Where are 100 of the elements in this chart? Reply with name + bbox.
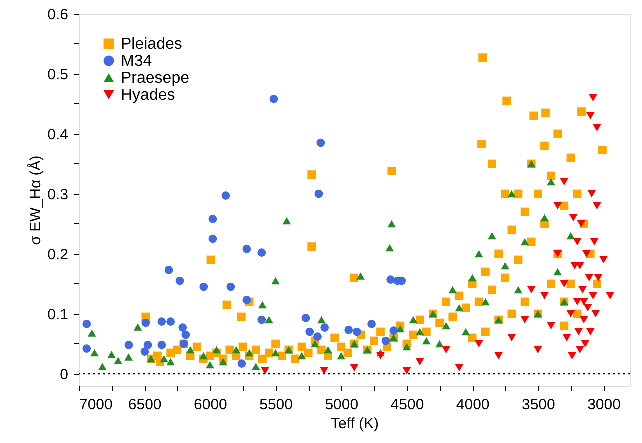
point xyxy=(158,341,166,350)
point xyxy=(606,292,615,300)
point xyxy=(577,220,586,228)
point xyxy=(386,276,396,284)
point xyxy=(382,336,390,346)
point xyxy=(238,360,246,368)
point xyxy=(261,367,270,375)
x-tick-label: 4000 xyxy=(456,396,490,414)
point xyxy=(554,202,562,210)
point xyxy=(592,310,600,318)
point xyxy=(576,346,584,354)
x-tick-label: 5000 xyxy=(325,396,359,414)
point xyxy=(540,292,549,300)
y-tick-label: 0.3 xyxy=(48,186,68,204)
point xyxy=(302,314,310,322)
point xyxy=(142,318,150,328)
x-tick-label: 7000 xyxy=(80,396,113,414)
point xyxy=(568,352,576,360)
point xyxy=(402,367,412,375)
point xyxy=(376,352,385,360)
point xyxy=(182,330,190,340)
point xyxy=(390,326,398,335)
point xyxy=(82,320,92,328)
point xyxy=(584,304,592,312)
point xyxy=(566,310,576,318)
point xyxy=(534,346,542,354)
point xyxy=(455,364,464,372)
x-tick-label: 3500 xyxy=(522,396,556,414)
legend-label: Pleiades xyxy=(121,36,182,53)
point xyxy=(442,346,451,354)
point xyxy=(368,320,376,328)
point xyxy=(166,318,176,326)
point xyxy=(573,238,582,246)
point xyxy=(494,352,503,360)
y-tick-label: 0.5 xyxy=(48,66,68,84)
x-tick-label: 4500 xyxy=(390,396,424,414)
point xyxy=(178,324,188,332)
point xyxy=(600,256,608,264)
point xyxy=(474,340,484,348)
point xyxy=(574,328,584,336)
point xyxy=(580,316,588,324)
point xyxy=(176,276,184,286)
x-tick-label: 6000 xyxy=(194,396,228,414)
y-axis-title: σ EW_Hα (Å) xyxy=(26,156,45,246)
y-tick-label: 0.1 xyxy=(48,306,68,324)
point xyxy=(350,364,359,372)
point xyxy=(585,274,594,282)
point xyxy=(588,190,596,198)
x-axis-title: Teff (K) xyxy=(330,416,380,432)
point xyxy=(226,282,236,292)
point xyxy=(580,298,588,306)
point xyxy=(590,238,599,246)
point xyxy=(208,215,218,224)
point xyxy=(569,214,578,222)
point xyxy=(520,316,530,324)
point xyxy=(508,334,516,342)
point xyxy=(547,322,556,330)
legend-label: Praesepe xyxy=(121,70,190,87)
point xyxy=(416,358,424,366)
point xyxy=(320,324,330,332)
x-tick-label: 6500 xyxy=(128,396,162,414)
x-tick-label: 3000 xyxy=(588,396,621,414)
point xyxy=(586,112,595,120)
point xyxy=(582,250,591,258)
point xyxy=(158,318,166,326)
point xyxy=(560,280,569,288)
point xyxy=(258,248,266,257)
point xyxy=(124,341,134,350)
point xyxy=(270,95,278,104)
point xyxy=(562,334,572,342)
point xyxy=(82,344,92,353)
legend-label: M34 xyxy=(121,53,152,70)
point xyxy=(258,316,266,324)
point xyxy=(586,328,595,336)
point xyxy=(316,138,326,148)
point xyxy=(589,292,598,300)
point xyxy=(560,178,569,186)
point xyxy=(593,124,602,132)
point xyxy=(164,266,174,274)
point xyxy=(314,190,324,198)
point xyxy=(306,328,314,336)
point xyxy=(589,94,598,102)
point xyxy=(344,326,354,334)
y-tick-label: 0 xyxy=(60,366,68,384)
point xyxy=(314,332,322,341)
y-tick-label: 0.2 xyxy=(48,246,68,264)
point xyxy=(222,192,230,200)
point xyxy=(593,202,602,210)
point xyxy=(200,282,208,292)
point xyxy=(581,340,590,348)
point xyxy=(352,328,362,336)
point xyxy=(242,245,252,254)
point xyxy=(573,298,582,306)
point xyxy=(576,262,584,270)
point xyxy=(594,274,603,282)
x-tick-label: 5500 xyxy=(260,396,293,414)
point xyxy=(208,234,218,244)
legend-label: Hyades xyxy=(121,87,176,104)
point xyxy=(527,286,536,294)
point xyxy=(242,296,252,304)
